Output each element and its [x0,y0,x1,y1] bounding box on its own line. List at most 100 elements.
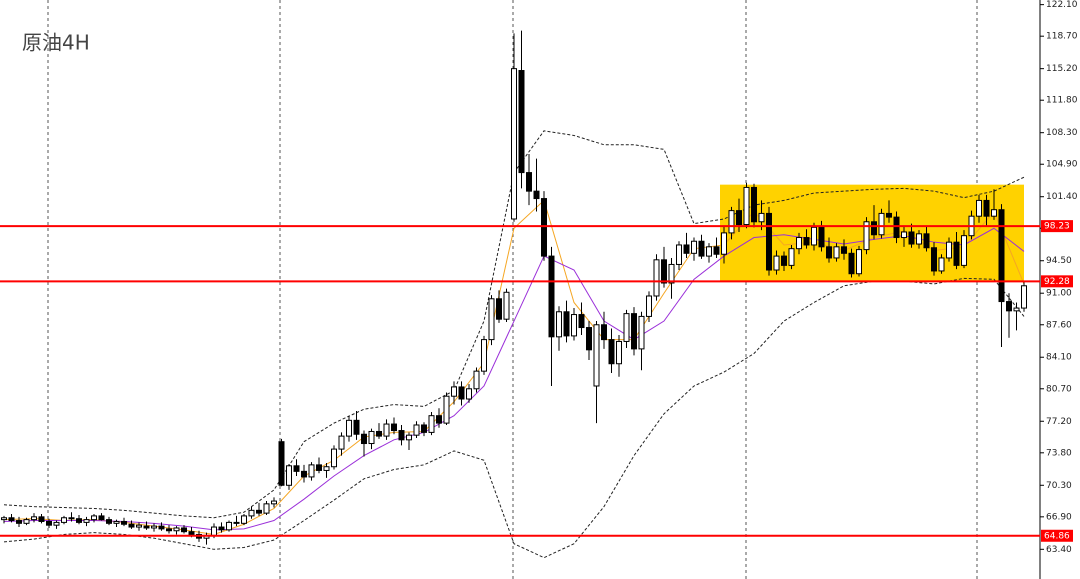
candle-body [548,255,555,338]
y-tick-label: 87.60 [1046,320,1072,330]
y-tick-label: 91.00 [1046,289,1072,299]
candle-body [773,255,780,271]
y-tick-label: 80.70 [1046,384,1072,394]
candle-body [533,190,540,200]
candle-body [511,68,517,220]
candle-body [556,311,562,338]
candle-body [91,515,97,521]
candle-body [601,324,607,341]
candle-body [218,526,225,531]
candle-body [248,509,255,517]
candle-body [623,313,630,342]
y-tick-label: 63.40 [1046,545,1072,555]
candle-body [571,314,577,337]
y-tick-label: 84.10 [1046,353,1072,363]
y-tick-label: 66.90 [1046,512,1072,522]
candle-body [16,520,22,524]
candle-body [698,240,705,257]
level-label: 92.28 [1044,277,1070,287]
candle-body [316,464,322,471]
candle-body [788,248,795,266]
candle-body [121,520,127,525]
candle-body [871,221,877,236]
candle-body [953,241,960,266]
candle-body [286,465,292,486]
candle-body [496,298,502,320]
candle-body [751,186,757,223]
candle-body [173,527,180,532]
candle-body [863,221,870,251]
level-tag [1041,529,1073,542]
candle-body [856,249,862,275]
candle-body [226,521,232,531]
candle-body [263,503,270,514]
candle-body [781,255,787,266]
candle-body [136,524,142,528]
candle-body [1021,285,1027,309]
candle-body [383,423,390,437]
candle-body [406,434,412,441]
candle-body [466,388,472,400]
candle-body [113,520,120,524]
candle-body [308,464,315,478]
candle-body [758,212,765,223]
candle-body [563,311,570,337]
candle-body [53,521,60,526]
candle-body [923,233,930,249]
y-tick-label: 111.80 [1046,96,1078,106]
candle-body [293,465,300,472]
candle-body [706,246,712,257]
candle-body [661,259,667,284]
y-tick-label: 122.10 [1046,0,1078,10]
candle-body [803,237,810,246]
candle-body [61,517,67,523]
candle-body [151,525,157,529]
candle-body [631,313,637,350]
y-tick-label: 70.30 [1046,481,1072,491]
candle-body [668,263,675,284]
candle-body [331,448,337,468]
candle-body [961,235,967,266]
y-tick-label: 115.20 [1046,64,1078,74]
candle-body [721,232,727,255]
candle-body [368,430,375,445]
chart-title: 原油4H [22,31,90,55]
level-tag [1041,275,1073,288]
candle-body [796,237,802,250]
candle-body [916,233,922,245]
candle-body [676,244,682,265]
candle-body [338,435,345,450]
candle-body [361,433,367,445]
candle-body [8,517,15,522]
candle-body [593,324,600,387]
candle-body [833,246,840,259]
candle-body [481,339,487,372]
candle-body [931,247,937,272]
candle-body [541,198,547,257]
candle-body [278,441,285,486]
candle-body [691,240,697,254]
candle-body [38,516,45,522]
candle-body [376,430,382,437]
candle-body [158,525,165,530]
candle-body [451,386,457,397]
candle-body [638,315,645,350]
candle-body [31,516,37,521]
candle-body [398,430,405,441]
candle-body [301,470,307,478]
candle-body [188,531,195,535]
candle-body [518,70,525,174]
candle-body [608,339,615,365]
candle-body [886,212,892,218]
candle-body [68,517,75,520]
candle-body [346,419,352,437]
candle-body [848,252,855,275]
level-label: 64.86 [1044,531,1070,541]
candle-body [653,259,660,297]
candle-body [256,509,262,514]
candle-body [76,518,82,523]
candle-body [766,212,772,271]
candle-body [826,246,832,259]
